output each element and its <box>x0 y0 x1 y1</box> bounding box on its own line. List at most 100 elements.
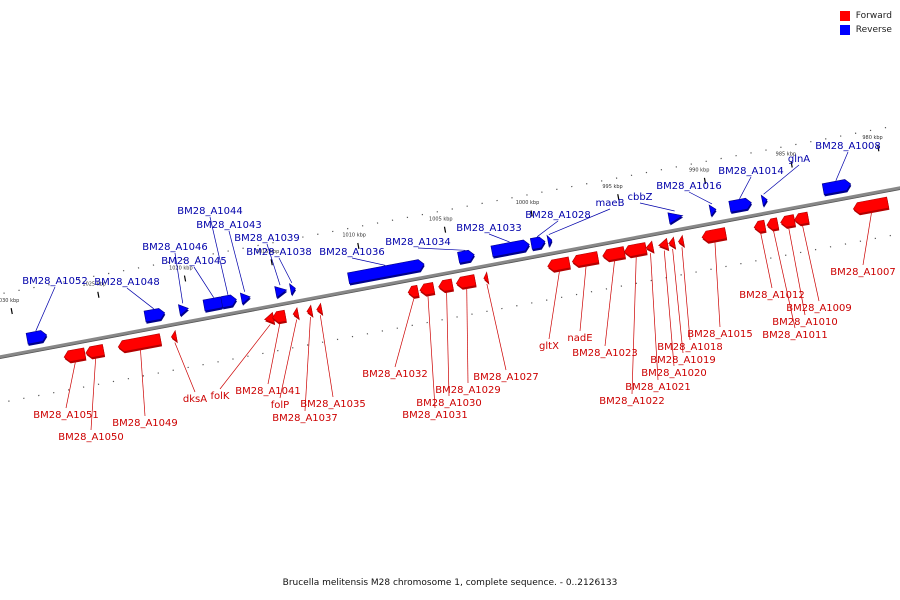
gene-label[interactable]: BM28_A1031 <box>402 410 468 421</box>
gene-label[interactable]: BM28_A1035 <box>300 399 366 410</box>
gene-bm28-a1008[interactable] <box>821 179 852 197</box>
gene-label[interactable]: BM28_A1045 <box>161 256 227 267</box>
gene-bm28-a1009[interactable] <box>794 211 810 227</box>
gene-label[interactable]: gltX <box>539 341 559 352</box>
gene-bm28-a1015[interactable] <box>701 227 728 244</box>
gene-maeb[interactable] <box>546 234 553 249</box>
gene-label[interactable]: BM28_A1018 <box>657 342 723 353</box>
gene-label[interactable]: BM28_A1043 <box>196 220 262 231</box>
gene-label[interactable]: BM28_A1037 <box>272 413 338 424</box>
gene-bm28-a1020[interactable] <box>658 237 670 252</box>
gene-label[interactable]: BM28_A1048 <box>94 277 160 288</box>
gene-label[interactable]: BM28_A1012 <box>739 290 805 301</box>
gene-label[interactable]: BM28_A1027 <box>473 372 539 383</box>
gene-label[interactable]: BM28_A1009 <box>786 303 852 314</box>
sequence-backbone-shadow <box>0 189 900 360</box>
gene-label[interactable]: BM28_A1022 <box>599 396 665 407</box>
gene-label[interactable]: cbbZ <box>627 192 652 203</box>
gene-label[interactable]: BM28_A1032 <box>362 369 428 380</box>
gene-bm28-a1032[interactable] <box>407 284 420 299</box>
gene-label[interactable]: BM28_A1041 <box>235 386 301 397</box>
gene-gltx[interactable] <box>547 256 571 273</box>
legend-item-reverse[interactable]: Reverse <box>839 23 892 37</box>
gene-label[interactable]: BM28_A1028 <box>525 210 591 221</box>
gene-label[interactable]: BM28_A1050 <box>58 432 124 443</box>
gene-bm28-a1022[interactable] <box>623 242 648 259</box>
leader-line <box>763 164 800 195</box>
gene-label[interactable]: BM28_A1029 <box>435 385 501 396</box>
gene-bm28-a1014[interactable] <box>728 197 752 214</box>
gene-bm28-a1039[interactable] <box>274 286 288 300</box>
gene-label[interactable]: BM28_A1007 <box>830 267 896 278</box>
gene-bm28-a1023[interactable] <box>602 246 626 263</box>
gene-bm28-a1027[interactable] <box>483 271 490 285</box>
gene-bm28-a1012[interactable] <box>753 219 767 234</box>
gene-label[interactable]: BM28_A1015 <box>687 329 753 340</box>
gene-label[interactable]: BM28_A1046 <box>142 242 208 253</box>
gene-label[interactable]: BM28_A1038 <box>246 247 312 258</box>
gene-label[interactable]: BM28_A1044 <box>177 206 243 217</box>
gene-glna[interactable] <box>760 194 768 208</box>
gene-bm28-a1033[interactable] <box>490 239 530 259</box>
gene-label[interactable]: BM28_A1008 <box>815 141 881 152</box>
gene-label[interactable]: BM28_A1021 <box>625 382 691 393</box>
gene-bm28-a1010[interactable] <box>780 214 796 229</box>
gene-cbbz[interactable] <box>667 212 684 226</box>
gene-bm28-a1019[interactable] <box>668 236 677 250</box>
gene-bm28-a1028[interactable] <box>529 236 546 252</box>
gene-bm28-a1046[interactable] <box>178 304 189 318</box>
legend-item-forward[interactable]: Forward <box>839 9 892 23</box>
gene-bm28-a1038[interactable] <box>289 283 297 297</box>
gene-label[interactable]: nadE <box>567 333 592 344</box>
gene-bm28-a1041[interactable] <box>272 309 287 325</box>
gene-bm28-a1011[interactable] <box>766 217 780 232</box>
gene-label[interactable]: BM28_A1034 <box>385 237 451 248</box>
gene-bm28-a1048[interactable] <box>143 308 166 324</box>
gene-bm28-a1044[interactable] <box>220 294 237 310</box>
gene-bm28-a1031[interactable] <box>419 282 436 297</box>
gene-label[interactable]: BM28_A1016 <box>656 181 722 192</box>
gene-label[interactable]: dksA <box>183 394 207 405</box>
gene-bm28-a1034[interactable] <box>457 249 475 265</box>
gene-body <box>407 284 420 298</box>
gene-bm28-a1036[interactable] <box>347 259 425 286</box>
gene-bm28-a1021[interactable] <box>645 240 655 254</box>
gene-label[interactable]: folP <box>271 400 289 411</box>
gene-label[interactable]: BM28_A1019 <box>650 355 716 366</box>
gene-label[interactable]: BM28_A1014 <box>718 166 784 177</box>
gene-bm28-a1050[interactable] <box>85 344 106 360</box>
gene-label[interactable]: BM28_A1036 <box>319 247 385 258</box>
gene-label[interactable]: BM28_A1033 <box>456 223 522 234</box>
gene-label[interactable]: BM28_A1010 <box>772 317 838 328</box>
gene-bm28-a1043[interactable] <box>239 292 251 306</box>
leader-line <box>427 294 436 409</box>
gene-bm28-a1030[interactable] <box>438 278 454 294</box>
gene-folp[interactable] <box>292 306 300 321</box>
gene-bm28-a1052[interactable] <box>25 330 48 346</box>
gene-label[interactable]: BM28_A1052 <box>22 276 88 287</box>
gene-bm28-a1016[interactable] <box>708 204 717 218</box>
gene-bm28-a1018[interactable] <box>678 234 685 249</box>
gene-bm28-a1007[interactable] <box>852 196 890 216</box>
gene-bm28-a1035[interactable] <box>316 302 324 316</box>
gene-label[interactable]: glnA <box>788 154 810 165</box>
gene-label[interactable]: maeB <box>596 198 625 209</box>
gene-label[interactable]: BM28_A1020 <box>641 368 707 379</box>
gene-bm28-a1049[interactable] <box>117 333 163 354</box>
gene-label[interactable]: BM28_A1030 <box>416 398 482 409</box>
gene-bm28-a1045[interactable] <box>202 296 227 313</box>
gene-label[interactable]: BM28_A1049 <box>112 418 178 429</box>
gene-dksa[interactable] <box>170 329 178 344</box>
gene-label[interactable]: folK <box>211 391 230 402</box>
gene-label[interactable]: BM28_A1011 <box>762 330 828 341</box>
gene-bm28-a1037[interactable] <box>306 304 314 318</box>
gene-body <box>239 292 251 305</box>
gene-nade[interactable] <box>571 251 600 269</box>
gene-label[interactable]: BM28_A1039 <box>234 233 300 244</box>
gene-bm28-a1029[interactable] <box>455 274 477 290</box>
gene-bm28-a1051[interactable] <box>63 347 87 364</box>
gene-label[interactable]: BM28_A1051 <box>33 410 99 421</box>
gene-label[interactable]: BM28_A1023 <box>572 348 638 359</box>
